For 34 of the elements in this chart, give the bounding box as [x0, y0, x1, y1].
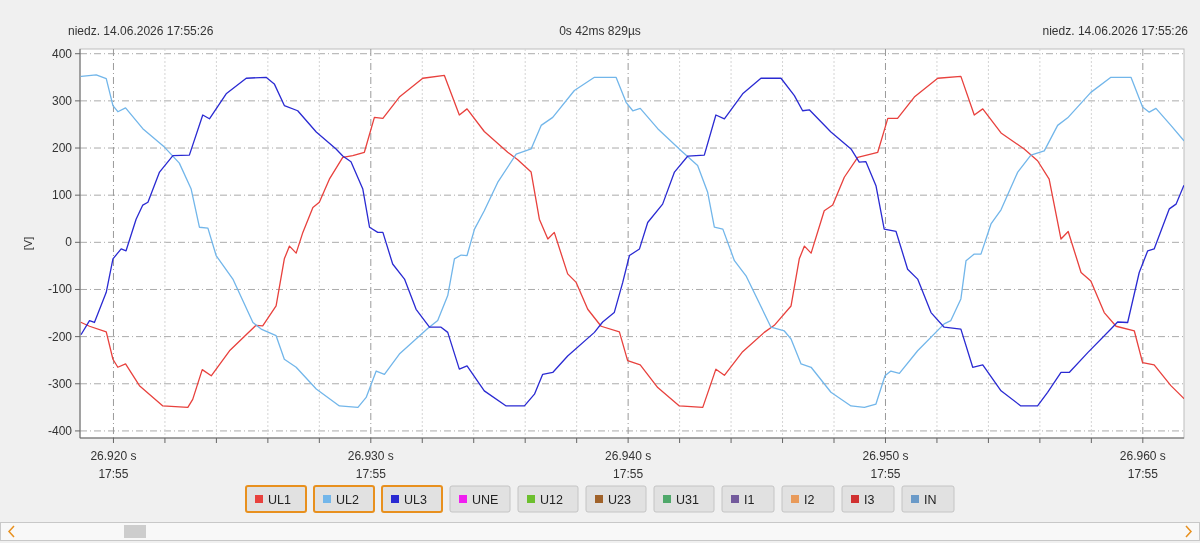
y-tick-label: -400: [47, 423, 73, 438]
legend-label: UL2: [336, 492, 359, 507]
legend-label: U12: [540, 492, 563, 507]
y-tick-label: -100: [47, 282, 73, 297]
text: niedz. 14.06.2026 17:55:26: [68, 24, 214, 38]
legend-label: I3: [864, 492, 875, 507]
legend-label: UL1: [268, 492, 291, 507]
text: 17:55: [870, 467, 901, 481]
legend-label: I1: [744, 492, 755, 507]
legend-label: U31: [676, 492, 699, 507]
x-tick-label: 26.920 s: [90, 449, 137, 463]
legend-label: I2: [804, 492, 815, 507]
legend-label: IN: [924, 492, 937, 507]
text: 17:55: [613, 467, 644, 481]
text: 17:55: [98, 467, 129, 481]
y-axis-title: [V]: [22, 236, 34, 251]
text: niedz. 14.06.2026 17:55:26: [1042, 24, 1189, 38]
y-tick-label: 400: [51, 46, 73, 61]
y-tick-label: 0: [65, 235, 73, 250]
legend-label: UNE: [472, 492, 499, 507]
text: 17:55: [1127, 467, 1159, 481]
y-tick-label: 200: [51, 141, 73, 156]
y-tick-label: -200: [47, 329, 73, 344]
y-tick-label: 300: [51, 93, 73, 108]
legend-label: U23: [608, 492, 631, 507]
legend-label: UL3: [404, 492, 427, 507]
text: 17:55: [355, 467, 387, 481]
y-tick-label: -300: [47, 376, 73, 391]
y-tick-label: 100: [51, 188, 73, 203]
x-tick-label: 26.950 s: [862, 449, 909, 463]
x-tick-label: 26.930 s: [347, 449, 394, 463]
x-tick-label: 26.960 s: [1119, 449, 1166, 463]
x-tick-label: 26.940 s: [605, 449, 652, 463]
text: 0s 42ms 829µs: [559, 24, 641, 38]
